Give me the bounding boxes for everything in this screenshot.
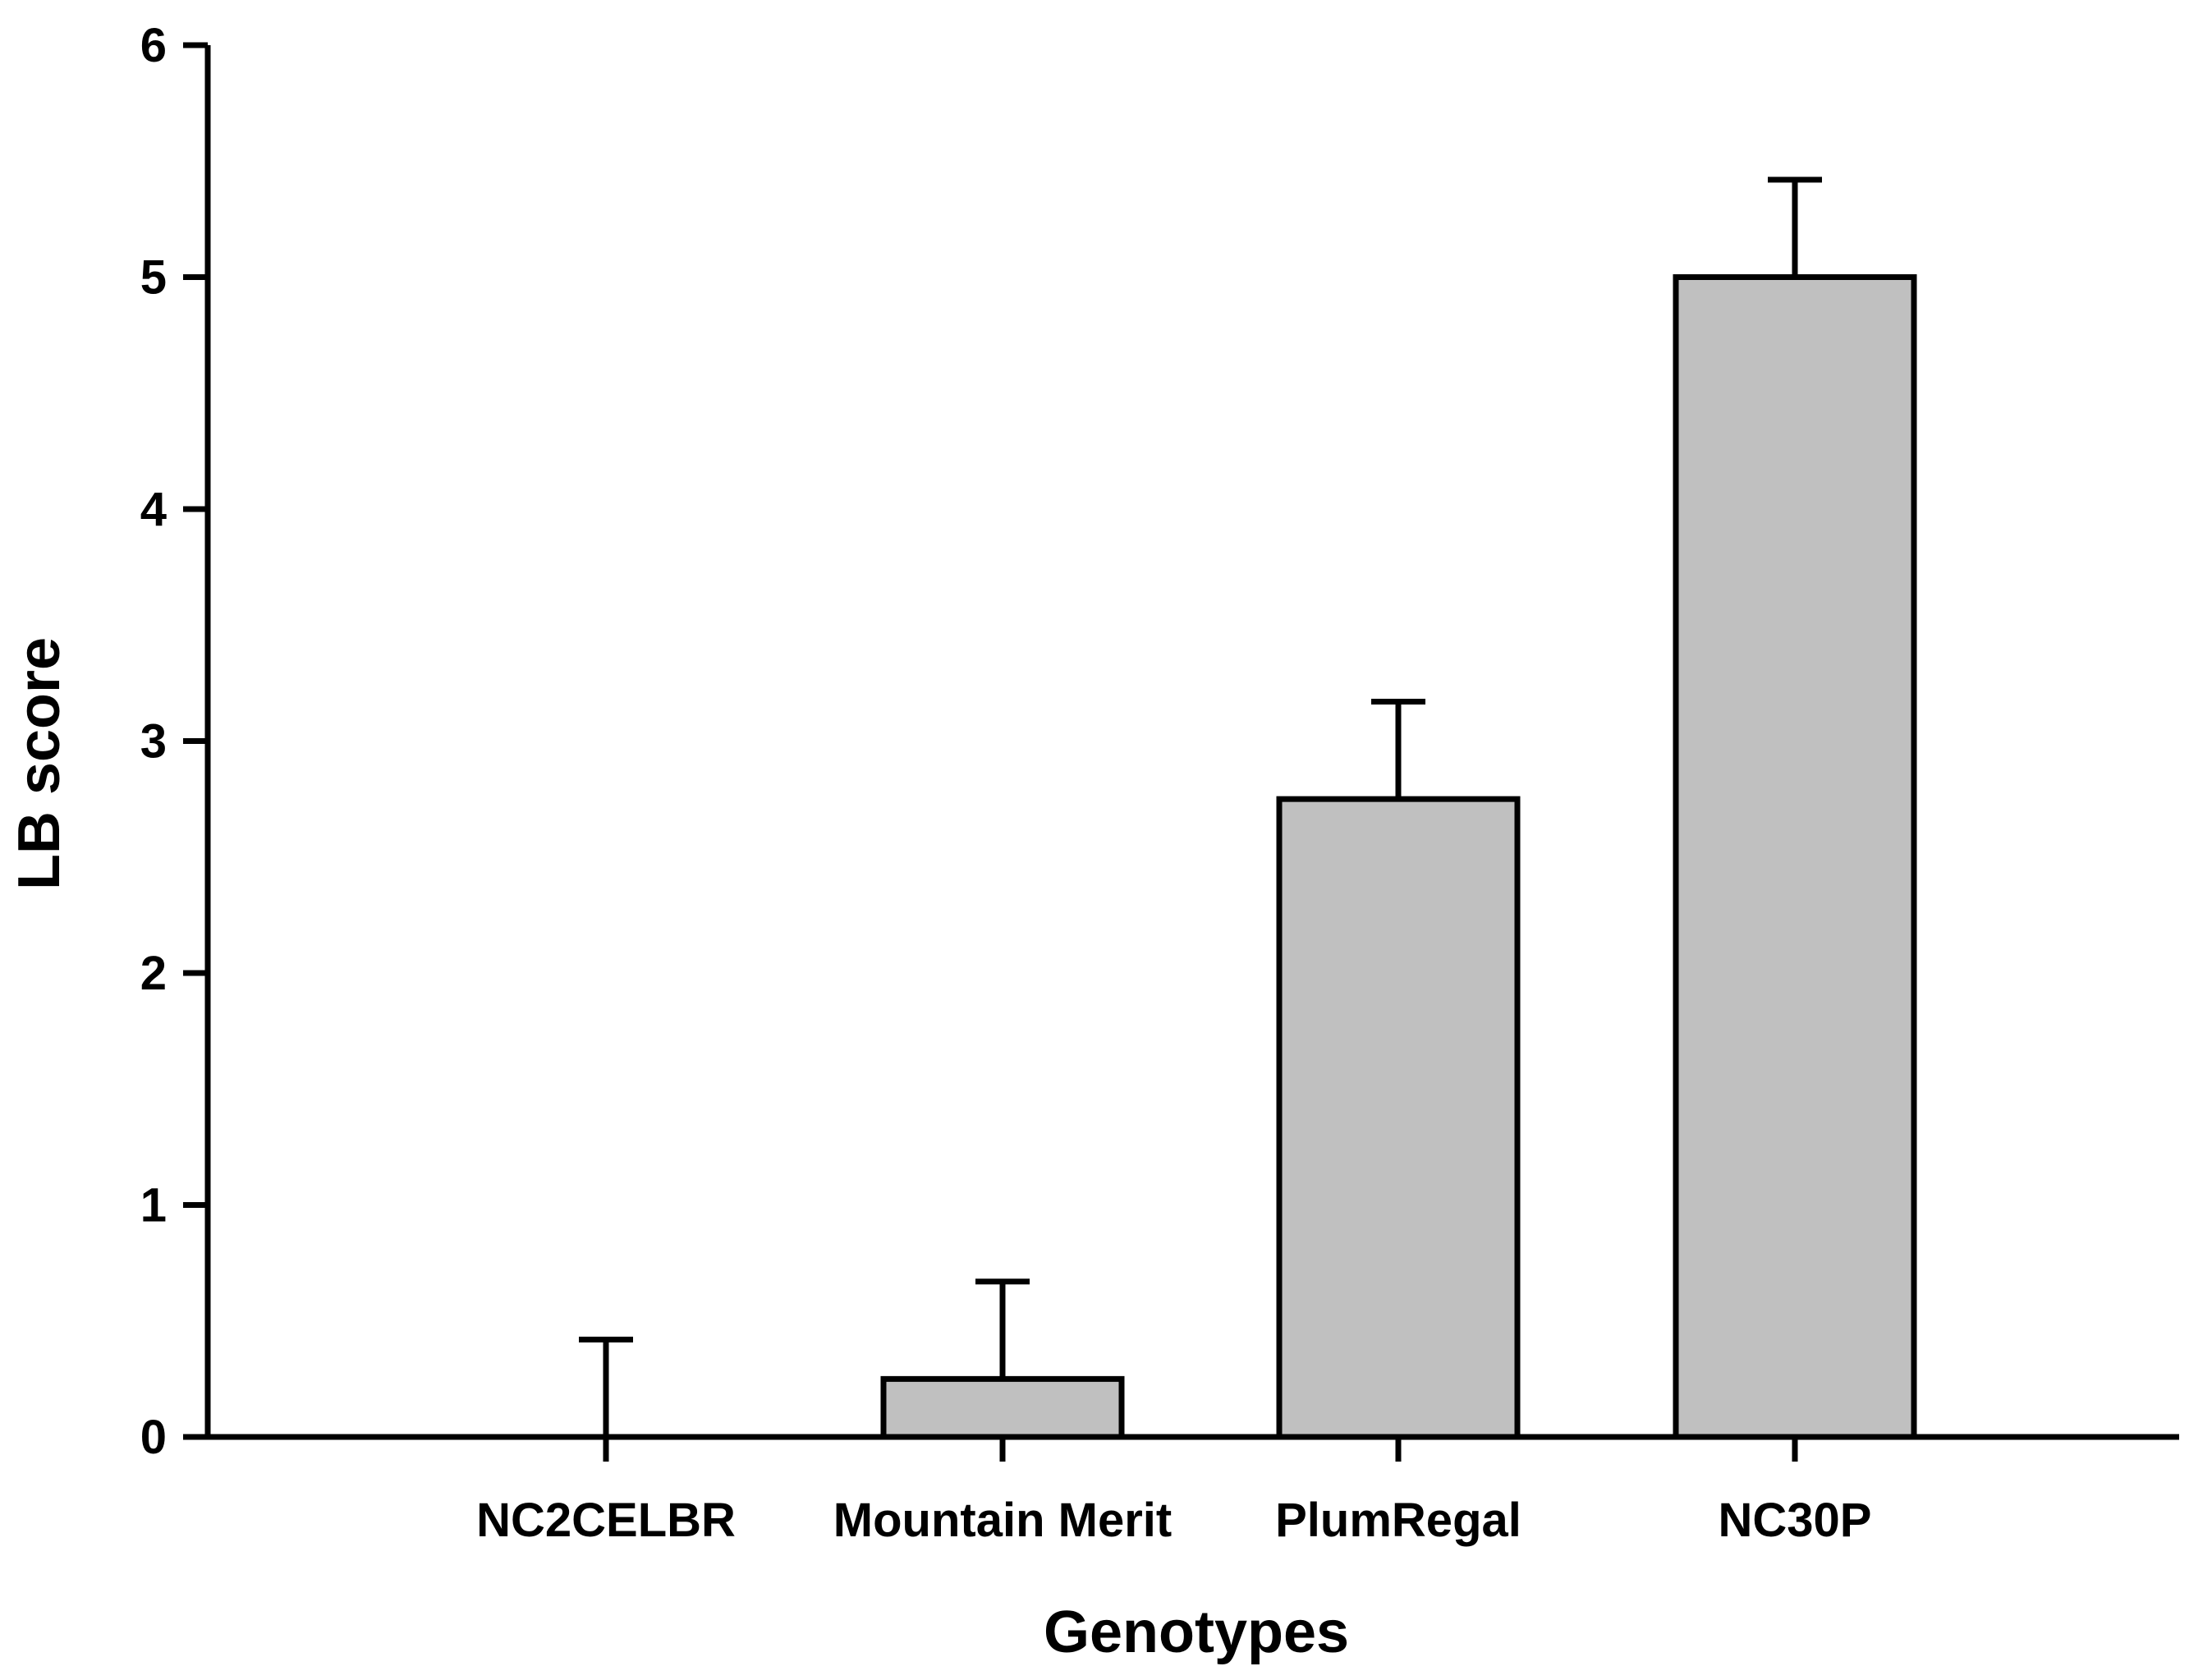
y-tick-label: 3 [140,715,167,769]
x-tick-label: Mountain Merit [833,1494,1172,1547]
y-axis-title: LB score [7,637,72,890]
x-ticks-layer: NC2CELBR Mountain Merit PlumRegal NC30P [476,1437,1871,1547]
x-tick-label: PlumRegal [1275,1494,1521,1547]
y-tick-label: 4 [140,483,167,536]
x-axis-title: Genotypes [1044,1600,1349,1665]
x-tick-label: NC2CELBR [476,1494,736,1547]
error-bars-layer [579,177,1822,1437]
bar [880,1375,1125,1440]
y-tick-label: 2 [140,947,167,1000]
y-tick-label: 1 [140,1179,167,1232]
y-tick-label: 5 [140,251,167,305]
bar [1276,796,1521,1440]
y-tick-label: 6 [140,19,167,72]
bar [1673,274,1917,1440]
x-tick-label: NC30P [1719,1494,1872,1547]
bars-layer [880,274,1917,1440]
y-tick-label: 0 [140,1411,167,1464]
y-ticks-layer: 0 1 2 3 4 5 6 [140,19,208,1464]
